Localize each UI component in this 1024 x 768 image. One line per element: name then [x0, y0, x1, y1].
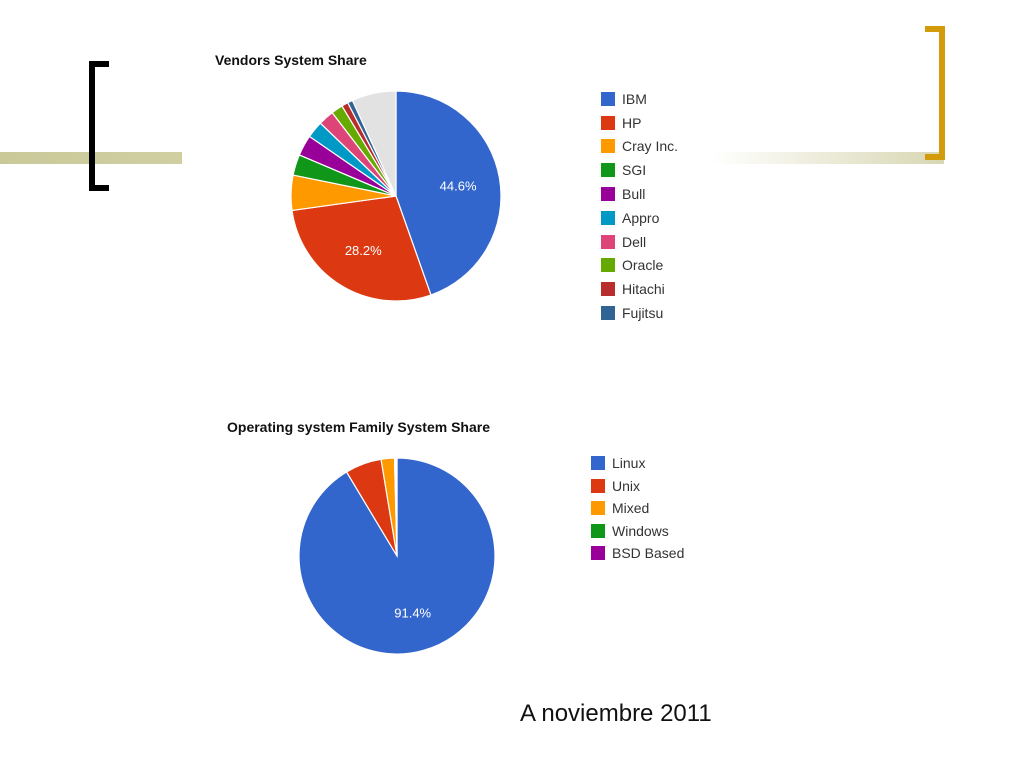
vendors-legend-label: Appro [622, 209, 660, 226]
left-bracket-decoration [89, 61, 109, 191]
vendors-legend-label: Dell [622, 233, 647, 250]
vendors-legend-label: Hitachi [622, 281, 665, 298]
vendors-legend-item-cray-inc: Cray Inc. [601, 135, 678, 159]
os-chart-title: Operating system Family System Share [227, 419, 490, 435]
vendors-legend-swatch [601, 258, 615, 273]
os-legend: Linux Unix Mixed Windows BSD Based [591, 452, 684, 565]
vendors-legend-swatch [601, 187, 615, 202]
vendors-legend-swatch [601, 91, 615, 106]
os-slice-bsd-based [395, 457, 398, 557]
vendors-legend-label: Bull [622, 186, 646, 203]
vendors-legend-swatch [601, 282, 615, 297]
vendors-slice-others [351, 90, 397, 197]
vendors-data-label-ibm: 44.6% [440, 178, 477, 193]
vendors-legend-label: SGI [622, 162, 647, 179]
vendors-legend: IBM HP Cray Inc. SGI Bull Appro Dell Oracle Hita… [601, 87, 678, 325]
vendors-slice-ibm [395, 90, 502, 296]
os-legend-item-windows: Windows [591, 520, 684, 543]
vendors-legend-item-hitachi: Hitachi [601, 277, 678, 301]
os-legend-label: BSD Based [612, 545, 685, 562]
vendors-legend-swatch [601, 210, 615, 225]
os-legend-swatch [591, 546, 605, 561]
vendors-legend-item-sgi: SGI [601, 158, 678, 182]
vendors-legend-item-dell: Dell [601, 230, 678, 254]
vendors-legend-item-bull: Bull [601, 182, 678, 206]
os-legend-swatch [591, 456, 605, 471]
vendors-legend-label: Cray Inc. [622, 138, 679, 155]
vendors-legend-item-oracle: Oracle [601, 254, 678, 278]
os-legend-label: Windows [612, 522, 669, 539]
os-legend-item-unix: Unix [591, 475, 684, 498]
vendors-legend-item-hp: HP [601, 111, 678, 135]
vendors-legend-swatch [601, 115, 615, 130]
os-legend-item-mixed: Mixed [591, 497, 684, 520]
os-legend-label: Linux [612, 455, 646, 472]
os-legend-item-bsd-based: BSD Based [591, 542, 684, 565]
vendors-chart-title: Vendors System Share [215, 52, 367, 68]
right-bracket-decoration [925, 26, 945, 160]
vendors-pie-chart: 44.6% 28.2% [290, 90, 502, 302]
os-legend-item-linux: Linux [591, 452, 684, 475]
os-legend-swatch [591, 478, 605, 493]
vendors-legend-item-fujitsu: Fujitsu [601, 301, 678, 325]
vendors-slice-hp [291, 195, 432, 302]
vendors-legend-label: IBM [622, 90, 647, 107]
decorative-bar-right [712, 152, 944, 164]
vendors-legend-swatch [601, 234, 615, 249]
vendors-legend-label: Fujitsu [622, 305, 664, 322]
vendors-legend-swatch [601, 306, 615, 321]
vendors-legend-item-ibm: IBM [601, 87, 678, 111]
os-data-label-linux: 91.4% [394, 606, 431, 621]
vendors-legend-swatch [601, 163, 615, 178]
os-legend-swatch [591, 523, 605, 538]
os-legend-swatch [591, 501, 605, 516]
vendors-data-label-hp: 28.2% [345, 243, 382, 258]
vendors-legend-label: HP [622, 114, 642, 131]
os-legend-label: Unix [612, 477, 641, 494]
vendors-legend-label: Oracle [622, 257, 664, 274]
vendors-legend-swatch [601, 139, 615, 154]
os-legend-label: Mixed [612, 500, 650, 517]
vendors-legend-item-appro: Appro [601, 206, 678, 230]
date-footnote: A noviembre 2011 [520, 700, 712, 727]
os-pie-chart: 91.4% [298, 457, 496, 655]
